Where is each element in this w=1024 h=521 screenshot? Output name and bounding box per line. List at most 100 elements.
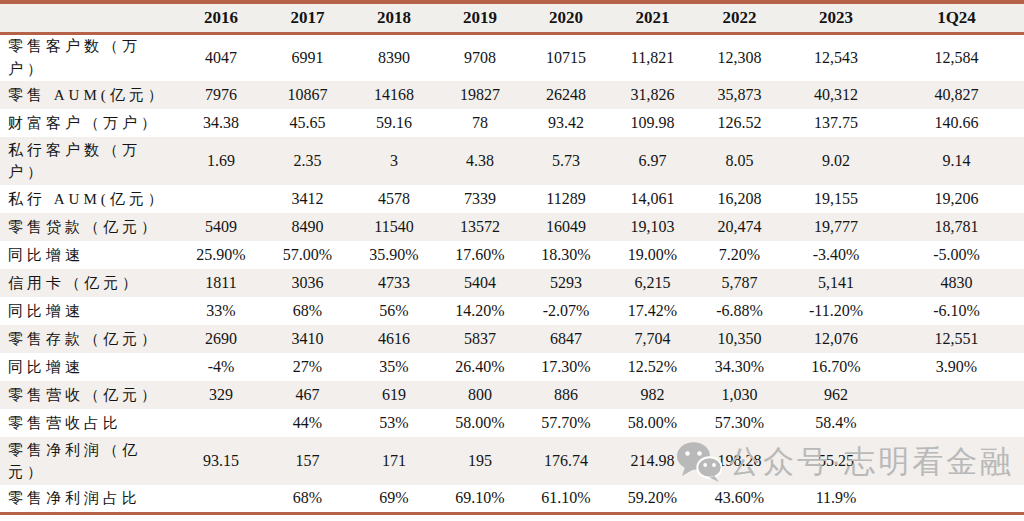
cell: 109.98 [609, 109, 696, 137]
cell: 3410 [264, 325, 351, 353]
table-row: 零售客户数（万户）40476991839097081071511,82112,3… [0, 33, 1024, 81]
cell: 58.00% [609, 409, 696, 437]
cell: -5.00% [889, 241, 1024, 269]
table-row: 零售存款（亿元）269034104616583768477,70410,3501… [0, 325, 1024, 353]
row-label: 财富客户（万户） [0, 109, 178, 137]
cell: 5293 [523, 269, 609, 297]
col-header-2020: 2020 [523, 2, 609, 33]
cell: 58.00% [437, 409, 523, 437]
cell: 5.73 [523, 137, 609, 185]
cell: 26.40% [437, 353, 523, 381]
cell: 16049 [523, 213, 609, 241]
cell: 8390 [351, 33, 437, 81]
cell: 5404 [437, 269, 523, 297]
cell [889, 437, 1024, 485]
cell: 57.70% [523, 409, 609, 437]
row-label: 私行客户数（万户） [0, 137, 178, 185]
cell [889, 485, 1024, 513]
cell: -6.88% [696, 297, 783, 325]
cell: 3 [351, 137, 437, 185]
row-label: 零售净利润占比 [0, 485, 178, 513]
cell: 1811 [178, 269, 264, 297]
cell: 11.9% [783, 485, 889, 513]
row-label: 信用卡（亿元） [0, 269, 178, 297]
cell: 26248 [523, 81, 609, 109]
cell: 214.98 [609, 437, 696, 485]
cell: 35,873 [696, 81, 783, 109]
cell: 40,827 [889, 81, 1024, 109]
cell: 16,208 [696, 185, 783, 213]
cell: 14,061 [609, 185, 696, 213]
cell: 18,781 [889, 213, 1024, 241]
cell: 4578 [351, 185, 437, 213]
table-row: 财富客户（万户）34.3845.6559.167893.42109.98126.… [0, 109, 1024, 137]
cell: 12.52% [609, 353, 696, 381]
row-label: 零售贷款（亿元） [0, 213, 178, 241]
cell: 55.25 [783, 437, 889, 485]
cell: 3036 [264, 269, 351, 297]
cell: 126.52 [696, 109, 783, 137]
cell: 27% [264, 353, 351, 381]
cell: 34.38 [178, 109, 264, 137]
cell: 12,551 [889, 325, 1024, 353]
col-header-2017: 2017 [264, 2, 351, 33]
row-label: 同比增速 [0, 353, 178, 381]
col-header-1q24: 1Q24 [889, 2, 1024, 33]
cell: 2690 [178, 325, 264, 353]
cell: 35.90% [351, 241, 437, 269]
cell: 19,155 [783, 185, 889, 213]
cell: 962 [783, 381, 889, 409]
table-row: 零售营收（亿元）3294676198008869821,030962 [0, 381, 1024, 409]
cell: 20,474 [696, 213, 783, 241]
col-header-2022: 2022 [696, 2, 783, 33]
cell: 2.35 [264, 137, 351, 185]
cell: 19.00% [609, 241, 696, 269]
cell: 6.97 [609, 137, 696, 185]
cell [889, 409, 1024, 437]
cell: 9.14 [889, 137, 1024, 185]
cell: -11.20% [783, 297, 889, 325]
cell: 12,584 [889, 33, 1024, 81]
cell: 176.74 [523, 437, 609, 485]
cell: 17.42% [609, 297, 696, 325]
row-label: 零售营收占比 [0, 409, 178, 437]
cell: 1,030 [696, 381, 783, 409]
cell: 3.90% [889, 353, 1024, 381]
retail-metrics-table: 2016 2017 2018 2019 2020 2021 2022 2023 … [0, 0, 1024, 515]
cell: 53% [351, 409, 437, 437]
cell: 9708 [437, 33, 523, 81]
row-label: 同比增速 [0, 297, 178, 325]
cell: 19827 [437, 81, 523, 109]
cell: 10,350 [696, 325, 783, 353]
col-header-2023: 2023 [783, 2, 889, 33]
cell: 93.42 [523, 109, 609, 137]
cell: 18.30% [523, 241, 609, 269]
cell [889, 381, 1024, 409]
cell: 3412 [264, 185, 351, 213]
table-row: 零售营收占比44%53%58.00%57.70%58.00%57.30%58.4… [0, 409, 1024, 437]
cell: 59.16 [351, 109, 437, 137]
corner-cell [0, 2, 178, 33]
cell: 5,141 [783, 269, 889, 297]
cell: 40,312 [783, 81, 889, 109]
cell: 6991 [264, 33, 351, 81]
cell: 5837 [437, 325, 523, 353]
cell: 1.69 [178, 137, 264, 185]
cell [178, 409, 264, 437]
row-label: 同比增速 [0, 241, 178, 269]
cell: 78 [437, 109, 523, 137]
row-label: 零售净利润（亿元） [0, 437, 178, 485]
cell: 137.75 [783, 109, 889, 137]
cell: 11540 [351, 213, 437, 241]
table-row: 同比增速33%68%56%14.20%-2.07%17.42%-6.88%-11… [0, 297, 1024, 325]
cell: 171 [351, 437, 437, 485]
cell: 6847 [523, 325, 609, 353]
cell: 68% [264, 297, 351, 325]
row-label: 零售 AUM(亿元） [0, 81, 178, 109]
cell: 19,777 [783, 213, 889, 241]
cell: 35% [351, 353, 437, 381]
table-header: 2016 2017 2018 2019 2020 2021 2022 2023 … [0, 2, 1024, 33]
cell: 17.60% [437, 241, 523, 269]
cell: 6,215 [609, 269, 696, 297]
cell: 14168 [351, 81, 437, 109]
